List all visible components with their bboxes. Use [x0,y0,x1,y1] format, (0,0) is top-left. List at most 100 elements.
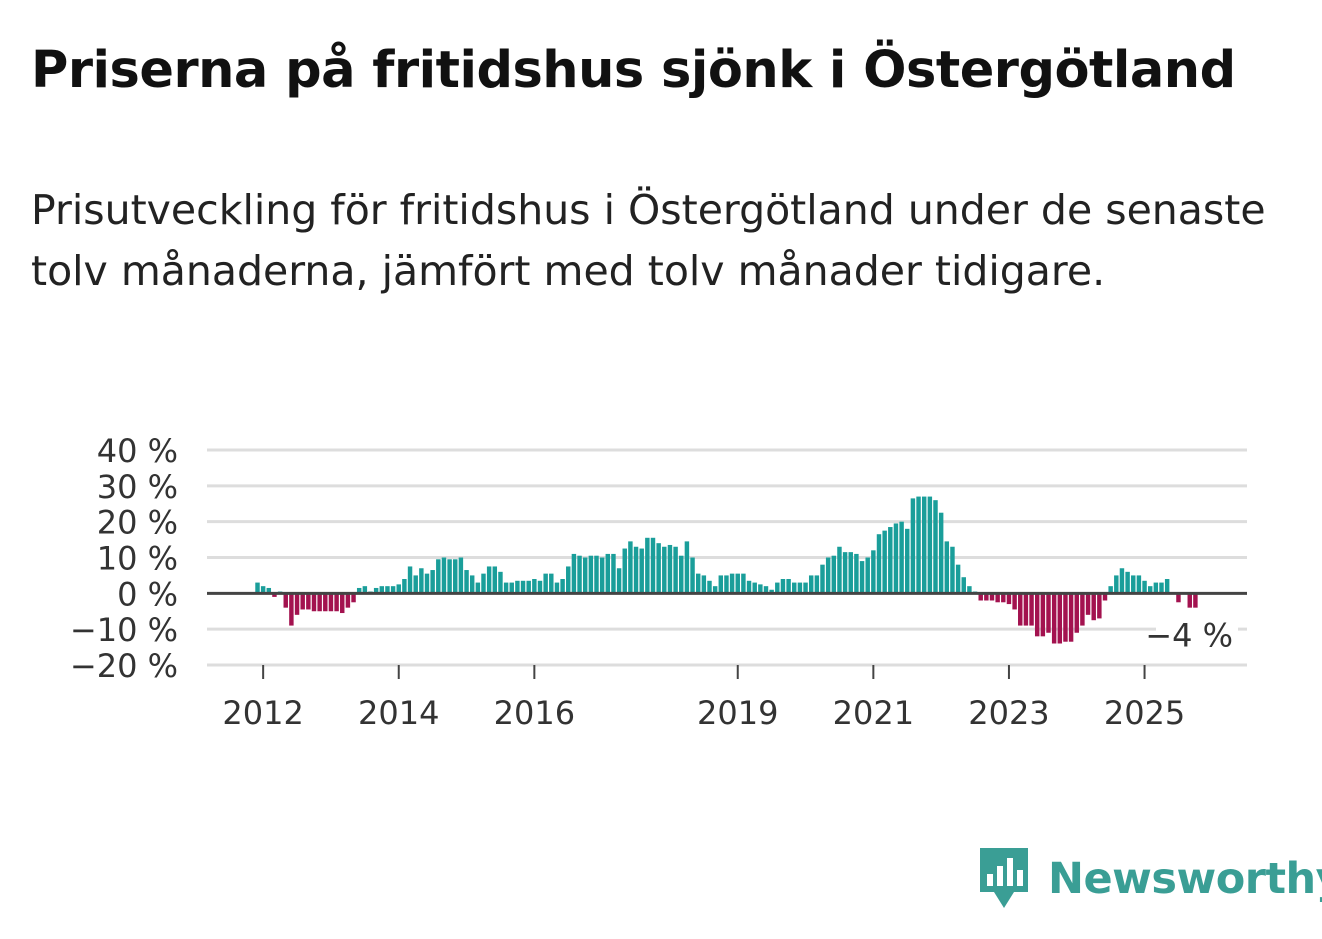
bar [549,573,554,594]
bar [554,582,560,594]
bar [1142,580,1147,594]
bar [317,593,322,612]
bar [961,577,966,594]
bar [543,573,548,594]
bar [351,593,356,603]
bar [639,548,644,594]
bar [260,586,266,594]
bar [306,593,311,610]
bar [419,568,424,594]
bar [1131,575,1136,594]
bar [385,586,390,594]
bar [780,579,786,594]
bar [842,552,848,594]
bar [808,575,814,594]
bar [820,564,825,594]
last-value-annotation: −4 % [1145,617,1233,655]
bar [690,557,695,594]
bar [594,555,599,594]
bar [616,568,622,594]
bar [571,553,577,594]
bar [735,573,740,594]
bar [825,557,831,594]
x-tick-label: 2019 [697,694,778,732]
bar [402,579,407,594]
bar [831,555,837,594]
bar [724,575,729,594]
bar [984,593,989,601]
bar [746,580,752,594]
y-tick-label: 30 % [97,468,178,506]
bar [255,582,260,594]
bar [1136,575,1142,594]
bar [1080,593,1085,626]
bar [396,584,401,594]
bar [1018,593,1023,626]
bar [492,566,498,594]
bar [1085,593,1091,615]
bar [899,521,904,594]
bar [453,559,458,594]
bar [854,553,859,594]
bar [786,579,791,594]
newsworthy-logo-icon [980,848,1028,908]
bar [995,593,1000,603]
bar [323,593,328,612]
bar [741,573,746,594]
bar [498,571,503,594]
y-tick-label: 10 % [97,540,178,578]
bar [520,580,526,594]
bar [792,582,797,594]
bar [769,589,774,594]
bar [407,566,413,594]
bar [797,582,803,594]
bar [729,573,735,594]
bar [950,546,955,594]
bar [656,543,661,594]
bar [379,586,385,594]
bar [837,546,842,594]
bar [667,544,673,594]
bar [1164,579,1170,594]
brand-logo: Newsworthy [980,848,1322,910]
bar [289,593,294,626]
tick-labels: 40 %30 %20 %10 %0 %−10 %−20 % 2012 2014 201… [70,432,1238,732]
bar [475,582,481,594]
bar [458,557,464,594]
bar [1147,586,1153,594]
bar [718,575,724,594]
bar [509,582,514,594]
bar [1057,593,1063,644]
bar [515,580,520,594]
x-tick-label: 2014 [358,694,439,732]
bar [871,550,876,594]
bar [1046,593,1051,633]
bar [526,580,531,594]
bar [503,582,509,594]
annotation-background [1156,608,1238,647]
bar [1006,593,1012,605]
bar [859,561,865,594]
bar [1119,568,1125,594]
bar [758,584,763,594]
bar [605,553,611,594]
x-tick-label: 2025 [1104,694,1185,732]
bar [1102,593,1108,601]
bar [933,500,938,594]
bar [707,580,712,594]
bar [650,537,656,594]
bar [1153,582,1159,594]
axes [207,591,1247,679]
bar [362,586,368,594]
bar [803,582,808,594]
bar [712,586,718,594]
bar [1029,593,1034,626]
bar [611,553,616,594]
bar [679,555,684,594]
bar [566,566,571,594]
bar [876,534,882,594]
bar [1097,593,1102,619]
bar [345,593,351,608]
bar [390,586,396,594]
